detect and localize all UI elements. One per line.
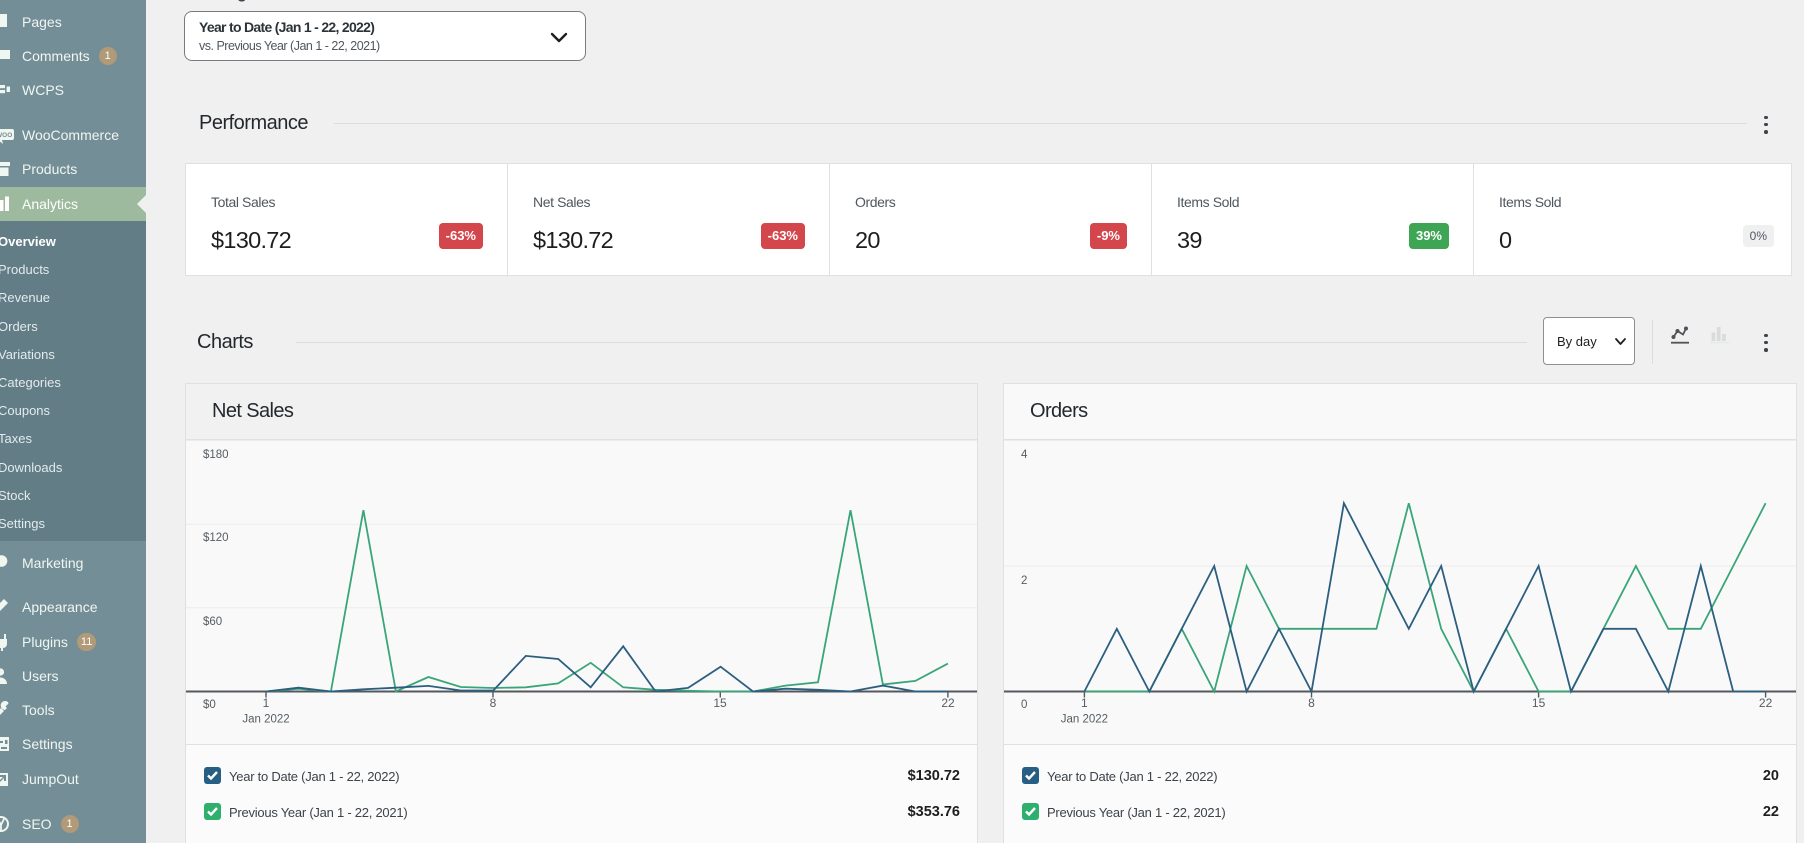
svg-text:Jan 2022: Jan 2022 [1061, 714, 1108, 726]
svg-text:1: 1 [263, 696, 270, 710]
svg-text:8: 8 [1308, 696, 1315, 710]
svg-text:22: 22 [1759, 696, 1773, 710]
svg-text:Jan 2022: Jan 2022 [242, 714, 289, 726]
svg-text:2: 2 [1021, 575, 1027, 587]
svg-text:22: 22 [941, 696, 955, 710]
svg-text:$120: $120 [203, 532, 229, 544]
svg-text:1: 1 [1081, 696, 1088, 710]
svg-text:0: 0 [1021, 699, 1027, 711]
svg-text:$60: $60 [203, 616, 222, 628]
svg-text:8: 8 [490, 696, 497, 710]
svg-text:4: 4 [1021, 449, 1028, 461]
svg-text:WOO: WOO [0, 132, 12, 139]
svg-text:$0: $0 [203, 699, 216, 711]
svg-text:$180: $180 [203, 449, 229, 461]
svg-text:15: 15 [1532, 696, 1546, 710]
svg-text:15: 15 [713, 696, 727, 710]
